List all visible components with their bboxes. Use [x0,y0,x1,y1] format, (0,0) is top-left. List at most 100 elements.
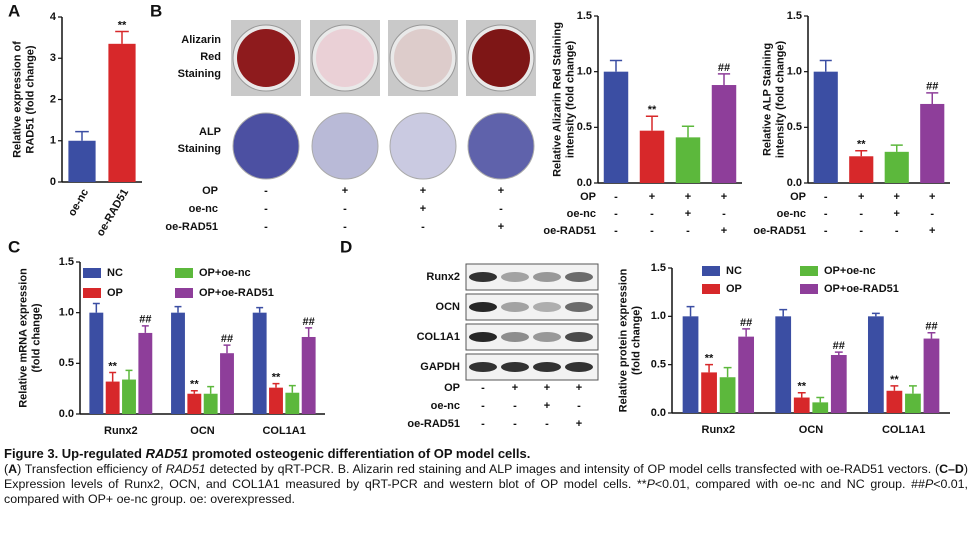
y-tick-label: 0.5 [787,121,802,133]
blot-label: COL1A1 [417,331,460,343]
blot-band [565,272,593,282]
caption-text: promoted osteogenic differentiation of O… [188,446,531,461]
y-tick-label: 1.5 [59,256,74,268]
condition-label: oe-RAD51 [165,221,218,233]
condition-value: - [264,221,268,233]
image-row-label: ALP [199,126,221,138]
condition-value: - [343,203,347,215]
condition-value: - [650,225,654,237]
error-bar [75,130,89,141]
bar [301,336,316,414]
y-tick-label: 1.0 [577,66,592,78]
condition-value: + [342,185,348,197]
blot-band [565,302,593,312]
condition-value: - [614,191,618,203]
condition-label: OP [580,191,596,203]
bar [867,316,884,413]
bar [252,312,267,414]
condition-value: - [614,208,618,220]
y-axis-title-line: Relative mRNA expression [17,268,29,408]
error-bar [797,391,806,398]
error-bar [207,385,215,394]
blot-label: OCN [436,301,461,313]
bar [711,85,737,183]
error-bar [717,73,731,86]
error-bar [834,351,843,355]
condition-value: + [929,191,935,203]
condition-value: - [859,225,863,237]
condition-value: - [264,185,268,197]
legend-swatch [175,288,193,298]
condition-value: - [614,225,618,237]
error-bar [890,144,903,152]
condition-value: + [721,191,727,203]
blot-band [501,362,529,372]
error-bar [256,306,264,313]
condition-value: + [649,191,655,203]
condition-value: - [577,400,581,412]
legend-label: OP+oe-nc [199,267,251,279]
x-tick-label: Runx2 [702,424,736,436]
bar [884,151,909,183]
y-axis-title-line: Relative protein expression [617,268,629,412]
condition-value: + [721,225,727,237]
error-bar [908,385,917,394]
y-axis-title-line: Relative Alizarin Red Staining [551,22,563,177]
legend-swatch [800,266,818,276]
error-bar [681,125,695,138]
image-row-label: Staining [178,143,221,155]
condition-value: - [824,225,828,237]
caption-text: <0.01, compared with OP+ oe-nc group. oe… [4,477,968,506]
condition-value: + [544,382,550,394]
y-axis-title: Relative ALP Staining intensity (fold cha… [761,40,786,158]
blot-band [469,272,497,282]
significance-label: ** [648,104,657,116]
bar [187,393,202,414]
bar [812,402,829,413]
y-tick-label: 4 [50,11,57,23]
error-bar [645,115,659,131]
condition-label: oe-nc [567,208,596,220]
condition-value: + [929,225,935,237]
error-bar [92,302,100,313]
x-tick-label: Runx2 [104,425,138,437]
x-tick-label: COL1A1 [262,425,305,437]
condition-label: OP [444,382,460,394]
y-tick-label: 0.5 [577,121,592,133]
legend-label: OP [726,283,742,295]
bar [923,338,940,413]
error-bar [855,149,868,157]
condition-value: + [498,185,504,197]
error-bar [141,325,149,333]
significance-label: ** [118,19,127,31]
bar [775,316,792,413]
image-row-label: Red [200,51,221,63]
bar [793,397,810,413]
error-bar [174,305,182,313]
blot-band [565,362,593,372]
legend-label: OP+oe-nc [824,265,876,277]
error-bar [305,327,313,337]
condition-value: + [576,418,582,430]
error-bar [890,385,899,391]
y-axis-title: Relative Alizarin Red Staining intensity … [551,22,576,177]
y-axis-title-line: Relative expression of [11,41,23,158]
panel-letter: D [340,237,352,256]
legend-swatch [175,268,193,278]
x-tick-label: OCN [190,425,215,437]
error-bar [926,92,939,104]
bar [701,372,717,413]
y-tick-label: 0.5 [59,357,74,369]
bar [108,43,136,182]
condition-value: - [343,221,347,233]
bar [220,353,234,414]
y-axis-title-line: (fold change) [630,306,642,375]
condition-value: - [650,208,654,220]
y-tick-label: 1.0 [59,307,74,319]
image-row-label: Alizarin [181,34,221,46]
bar [682,316,699,413]
bar [849,156,874,183]
y-axis-title-line: RAD51 (fold change) [24,45,36,154]
significance-label: ## [221,333,233,345]
caption-text: C–D [939,462,964,476]
